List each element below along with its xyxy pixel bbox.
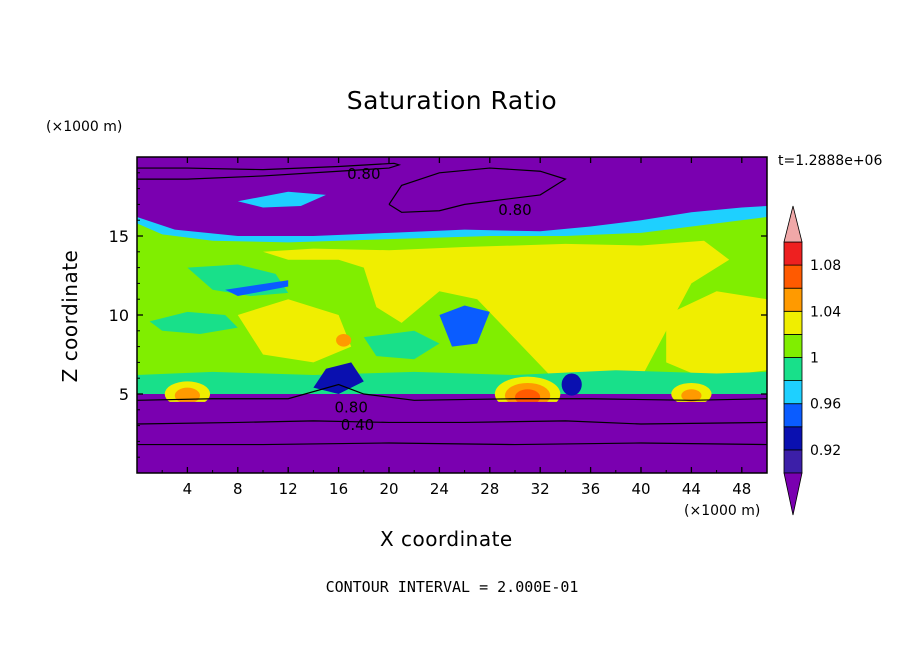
contour-line-low-2 — [137, 442, 768, 446]
colorbar-band — [783, 357, 803, 382]
contour-line-upper-1 — [137, 162, 402, 180]
contour-line-low-1 — [136, 420, 768, 425]
y-axis-unit: (×1000 m) — [46, 119, 123, 135]
colorbar-band — [783, 333, 803, 358]
x-axis-unit: (×1000 m) — [684, 503, 761, 519]
band-blue-burst-1 — [439, 305, 490, 347]
time-label: t=1.2888e+06 — [778, 153, 883, 169]
y-tick-label: 5 — [119, 385, 129, 404]
warm-yellow-1 — [494, 376, 561, 412]
saturation-field — [137, 157, 767, 473]
x-axis-label: X coordinate — [380, 527, 513, 551]
colorbar-band — [783, 426, 803, 451]
y-tick-label: 15 — [109, 227, 129, 246]
x-tick-label: 8 — [233, 480, 243, 498]
colorbar: 0.92 0.96 1 1.04 1.08 — [783, 205, 841, 516]
warm-orange-2 — [174, 387, 200, 404]
band-cyan-3 — [137, 370, 767, 394]
warm-orange-4 — [336, 333, 352, 347]
band-navy-spot — [561, 373, 582, 396]
warm-red-1 — [515, 389, 541, 406]
x-tick-label: 40 — [631, 480, 650, 498]
chart-title: Saturation Ratio — [346, 86, 558, 115]
contour-label-3: 0.80 — [334, 399, 367, 417]
warm-orange-3 — [681, 389, 702, 402]
x-tick-label: 24 — [430, 480, 449, 498]
x-tick-label: 32 — [531, 480, 550, 498]
contour-lines: 0.800.800.800.40 — [136, 162, 768, 446]
contour-label-2: 0.80 — [498, 201, 531, 219]
colorbar-band — [783, 380, 803, 405]
band-cyan-1 — [187, 264, 289, 297]
x-tick-label: 4 — [183, 480, 193, 498]
band-purple-lower — [137, 401, 767, 473]
x-tick-label: 16 — [329, 480, 348, 498]
field-background — [137, 157, 767, 473]
colorbar-label: 1.08 — [810, 258, 841, 274]
contour-line-upper-2 — [388, 167, 567, 213]
band-blue-upper-spot — [237, 191, 326, 208]
contour-line-mid — [136, 383, 768, 401]
colorbar-over-triangle — [783, 205, 803, 243]
x-tick-label: 36 — [581, 480, 600, 498]
colorbar-label: 0.96 — [810, 397, 841, 413]
band-lime-1 — [263, 240, 730, 387]
warm-yellow-2 — [164, 381, 211, 407]
colorbar-band — [783, 449, 803, 474]
contour-label-1: 0.80 — [347, 165, 380, 183]
plot-border — [136, 156, 768, 474]
band-cyan-2 — [149, 311, 238, 334]
band-blue-upper — [137, 205, 767, 244]
band-blue-burst-2 — [313, 362, 364, 394]
colorbar-label: 0.92 — [810, 443, 841, 459]
contour-interval-label: CONTOUR INTERVAL = 2.000E-01 — [325, 578, 579, 596]
y-axis-label: Z coordinate — [58, 249, 82, 383]
x-tick-label: 12 — [279, 480, 298, 498]
colorbar-band — [783, 264, 803, 289]
colorbar-band — [783, 403, 803, 428]
colorbar-band — [783, 310, 803, 335]
band-cyan-4 — [363, 330, 440, 360]
warm-yellow-3 — [671, 382, 712, 406]
warm-orange-1 — [504, 382, 551, 409]
x-tick-label: 28 — [480, 480, 499, 498]
colorbar-band — [783, 241, 803, 266]
plot-frame — [136, 156, 768, 474]
colorbar-label: 1.04 — [810, 304, 841, 320]
colorbar-label: 1 — [810, 351, 819, 367]
band-lime-2 — [237, 299, 352, 363]
colorbar-band — [783, 287, 803, 312]
band-blue-streak — [225, 280, 289, 297]
x-tick-label: 44 — [682, 480, 701, 498]
x-tick-label: 48 — [732, 480, 751, 498]
band-lime-3 — [666, 291, 767, 379]
colorbar-under-triangle — [783, 472, 803, 516]
band-green — [137, 217, 767, 394]
contour-label-4: 0.40 — [341, 416, 374, 434]
y-tick-label: 10 — [109, 306, 129, 325]
x-tick-label: 20 — [379, 480, 398, 498]
band-purple-upper — [137, 157, 767, 218]
